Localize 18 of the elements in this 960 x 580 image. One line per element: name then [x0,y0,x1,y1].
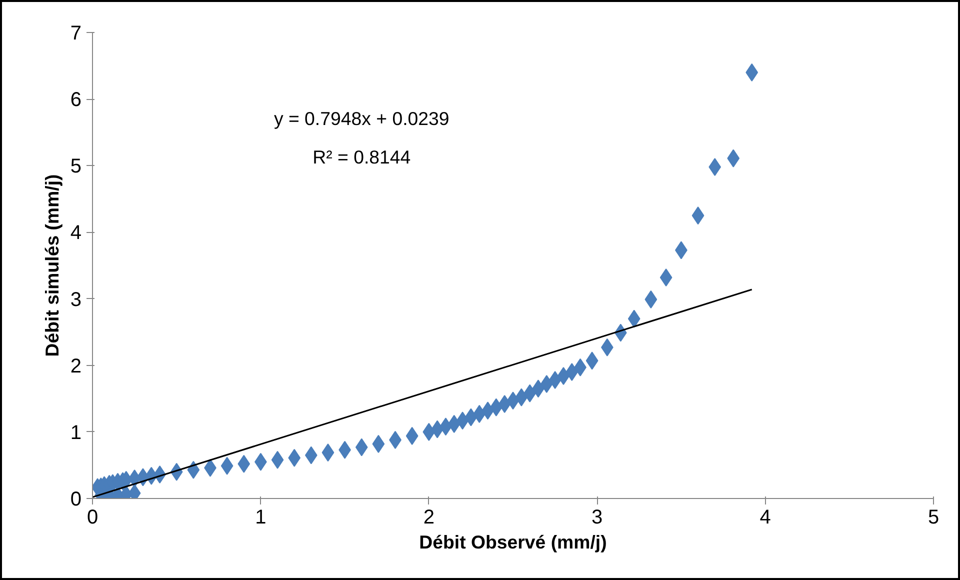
x-axis-title: Débit Observé (mm/j) [419,532,607,552]
y-tick-label: 6 [70,89,82,112]
annotation: y = 0.7948x + 0.0239 [274,108,450,130]
x-tick-label: 0 [86,506,98,528]
x-tick-label: 3 [592,506,603,528]
y-tick-label: 1 [70,422,82,444]
x-tick-label: 1 [255,506,266,528]
y-tick-label: 0 [70,488,82,510]
y-tick-label: 2 [70,355,82,378]
y-tick-label: 4 [70,222,82,244]
x-tick-label: 2 [423,506,434,528]
x-tick-label: 5 [928,506,940,528]
y-tick-label: 7 [70,22,82,44]
y-axis-title: Débit simulés (mm/j) [41,174,62,357]
y-tick-label: 3 [70,288,82,311]
x-tick-label: 4 [760,506,771,528]
y-tick-label: 5 [70,156,82,178]
annotation: R² = 0.8144 [312,146,411,168]
